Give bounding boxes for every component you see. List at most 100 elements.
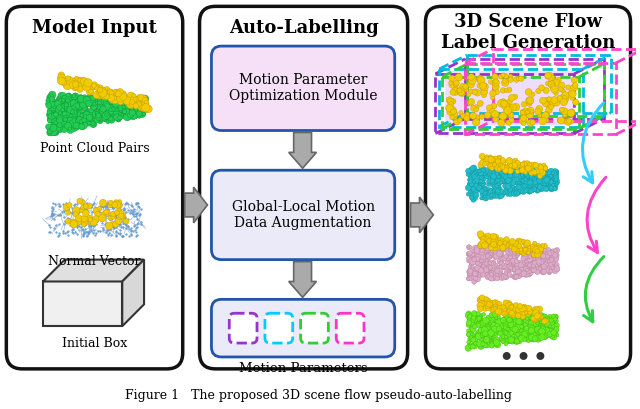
Circle shape	[550, 255, 554, 259]
Circle shape	[499, 276, 504, 281]
Circle shape	[500, 262, 505, 266]
Circle shape	[571, 91, 575, 95]
Circle shape	[498, 119, 505, 126]
Circle shape	[555, 181, 559, 185]
Circle shape	[127, 111, 134, 118]
Circle shape	[499, 169, 504, 174]
Circle shape	[123, 98, 129, 104]
Circle shape	[542, 112, 549, 119]
Circle shape	[493, 271, 498, 276]
Circle shape	[540, 97, 547, 104]
Circle shape	[547, 262, 550, 265]
FancyBboxPatch shape	[301, 313, 328, 343]
Circle shape	[476, 169, 480, 173]
Circle shape	[518, 267, 524, 272]
Point	[115, 231, 125, 237]
Circle shape	[80, 122, 84, 126]
Circle shape	[496, 167, 500, 172]
Circle shape	[64, 117, 68, 121]
Circle shape	[527, 189, 530, 193]
Circle shape	[109, 112, 116, 120]
Circle shape	[499, 74, 503, 79]
Circle shape	[532, 317, 536, 321]
Polygon shape	[43, 281, 122, 326]
Circle shape	[527, 266, 530, 270]
Circle shape	[502, 102, 509, 110]
Circle shape	[542, 171, 545, 174]
Circle shape	[113, 111, 117, 115]
Circle shape	[137, 108, 143, 113]
Circle shape	[543, 175, 547, 179]
Circle shape	[465, 312, 471, 319]
Circle shape	[548, 260, 554, 265]
Circle shape	[467, 184, 472, 188]
Point	[88, 229, 98, 236]
Circle shape	[131, 103, 136, 108]
Circle shape	[70, 121, 77, 128]
Circle shape	[484, 267, 489, 272]
Circle shape	[529, 178, 534, 182]
Circle shape	[555, 267, 559, 272]
Circle shape	[500, 164, 505, 170]
Circle shape	[548, 185, 554, 190]
Circle shape	[129, 102, 132, 106]
Circle shape	[120, 104, 126, 110]
Circle shape	[79, 100, 86, 106]
Circle shape	[540, 174, 544, 179]
Circle shape	[493, 117, 499, 122]
Circle shape	[532, 170, 538, 175]
Circle shape	[83, 101, 89, 108]
Circle shape	[486, 301, 492, 307]
Circle shape	[102, 113, 108, 119]
Circle shape	[470, 344, 476, 349]
Circle shape	[112, 104, 118, 110]
Circle shape	[124, 111, 131, 119]
Circle shape	[95, 114, 99, 117]
Circle shape	[507, 330, 510, 333]
Circle shape	[540, 323, 543, 327]
Circle shape	[488, 253, 490, 256]
Circle shape	[548, 257, 552, 261]
Circle shape	[551, 185, 556, 189]
Circle shape	[70, 105, 76, 110]
Circle shape	[79, 101, 86, 108]
Circle shape	[478, 272, 482, 276]
Point	[128, 208, 138, 214]
Point	[114, 211, 124, 217]
Circle shape	[484, 237, 490, 241]
Circle shape	[499, 261, 502, 265]
Circle shape	[495, 240, 499, 243]
Circle shape	[67, 78, 74, 85]
Circle shape	[543, 88, 549, 94]
Point	[123, 224, 133, 231]
Circle shape	[117, 200, 122, 204]
Circle shape	[511, 325, 515, 329]
Point	[120, 201, 130, 208]
Circle shape	[116, 118, 120, 121]
Circle shape	[515, 320, 521, 326]
Circle shape	[524, 270, 529, 274]
Circle shape	[478, 318, 481, 322]
Circle shape	[102, 117, 106, 121]
Circle shape	[529, 318, 534, 322]
Circle shape	[551, 322, 557, 328]
Point	[116, 209, 127, 215]
Point	[70, 229, 81, 236]
Circle shape	[72, 111, 78, 117]
Circle shape	[546, 173, 552, 178]
Point	[65, 222, 76, 228]
Circle shape	[552, 178, 556, 182]
Circle shape	[535, 319, 539, 324]
Circle shape	[543, 186, 549, 192]
Circle shape	[492, 176, 495, 180]
Circle shape	[472, 343, 477, 349]
Circle shape	[135, 99, 141, 106]
Circle shape	[76, 83, 82, 90]
Circle shape	[454, 80, 460, 86]
Circle shape	[541, 257, 544, 261]
Circle shape	[500, 241, 505, 245]
Circle shape	[493, 191, 498, 196]
Circle shape	[502, 166, 509, 172]
Circle shape	[94, 108, 98, 112]
Circle shape	[53, 112, 57, 116]
